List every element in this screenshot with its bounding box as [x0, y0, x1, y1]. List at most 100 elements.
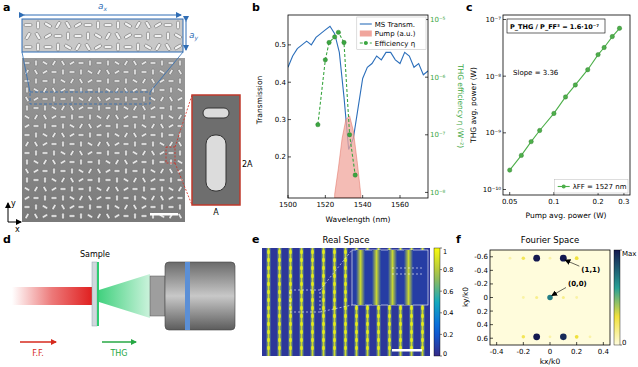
field-spot: [311, 258, 314, 262]
nanorod: [96, 152, 102, 154]
nanorod: [71, 186, 73, 192]
nanorod: [53, 96, 55, 102]
data-point: [547, 295, 552, 300]
data-point: [327, 40, 331, 44]
nanorod: [84, 24, 92, 27]
nanorod: [150, 150, 155, 156]
tick-label: 0: [443, 350, 447, 358]
nanorod: [124, 22, 132, 29]
tick-label: 10⁻⁸: [486, 73, 502, 81]
tick-label: 10⁻⁹: [486, 129, 502, 137]
nanorod: [57, 43, 60, 51]
data-point: [332, 35, 336, 39]
nanorod: [107, 204, 109, 210]
tick: [325, 195, 326, 198]
nanorod: [105, 114, 110, 120]
nanorod: [141, 161, 147, 163]
nanorod: [74, 22, 82, 29]
tick-label: 0.2: [443, 331, 453, 339]
nanorod: [24, 168, 29, 174]
field-stripe: [310, 248, 315, 356]
nanorod: [150, 62, 156, 64]
field-spot: [300, 290, 303, 294]
tick: [288, 119, 291, 120]
axis-title: Transmission: [255, 76, 264, 126]
data-point: [316, 122, 320, 126]
tick-label: 1520: [316, 201, 334, 209]
nanorod: [123, 114, 129, 119]
nanorod: [64, 44, 72, 51]
nanorod: [96, 96, 101, 102]
nanorod: [33, 159, 39, 164]
nanorod: [51, 143, 57, 145]
field-spot: [399, 306, 402, 310]
nanorod: [42, 152, 48, 154]
zoom-inset: [192, 95, 240, 205]
tick: [288, 82, 291, 83]
nanorod: [24, 62, 30, 64]
data-point: [602, 45, 606, 49]
field-spot: [388, 306, 391, 310]
data-point: [537, 128, 541, 132]
data-point: [522, 296, 525, 299]
nanorod: [75, 43, 82, 51]
field-spot: [366, 322, 369, 326]
field-spot: [278, 346, 281, 350]
nanorod: [69, 123, 75, 128]
nanorod: [44, 123, 46, 129]
field-spot: [267, 338, 270, 342]
nanorod: [105, 96, 111, 101]
nanorod: [132, 105, 137, 111]
nanorod: [114, 186, 119, 192]
nanorod: [51, 215, 57, 217]
field-spot: [278, 314, 281, 318]
field-spot: [333, 306, 336, 310]
nanorod: [78, 150, 83, 156]
axis-arrow: [8, 222, 21, 223]
data-point: [575, 256, 579, 260]
nanorod: [60, 170, 66, 172]
field-spot: [377, 306, 380, 310]
tick-label: 0.3: [618, 198, 629, 206]
nanorod: [26, 87, 28, 93]
field-spot: [311, 346, 314, 350]
nanorod: [53, 78, 55, 84]
field-spot: [278, 298, 281, 302]
nanorod: [42, 186, 47, 192]
series-line: [510, 28, 620, 170]
nanorod: [177, 69, 182, 75]
nanorod: [134, 141, 136, 147]
field-stripe: [388, 250, 397, 305]
nanorod: [123, 125, 129, 127]
nanorod: [170, 159, 172, 165]
legend-swatch: [360, 23, 372, 24]
field-spot: [322, 346, 325, 350]
nanorod: [60, 177, 65, 183]
nanorod: [96, 62, 102, 64]
field-spot: [344, 298, 347, 302]
tick: [509, 192, 510, 195]
nanorod: [177, 197, 183, 199]
field-spot: [333, 338, 336, 342]
nanorod: [51, 132, 56, 138]
nanorod: [94, 44, 102, 51]
nanorod: [177, 141, 182, 147]
nanorod: [62, 213, 64, 219]
nanorod: [105, 141, 110, 147]
nanorod: [132, 177, 137, 183]
nanorod: [33, 114, 38, 120]
scale-bar: [392, 349, 422, 352]
nanorod: [33, 69, 38, 75]
tick: [490, 324, 493, 325]
nanorod: [80, 141, 82, 147]
field-spot: [267, 266, 270, 270]
nanorod: [150, 188, 156, 190]
axis-title: THG avg. power (W): [469, 67, 478, 144]
nanorod: [150, 177, 156, 182]
field-spot: [267, 346, 270, 350]
field-spot: [322, 274, 325, 278]
field-spot: [267, 306, 270, 310]
nanorod: [89, 204, 91, 210]
legend-label: Efficiency η: [375, 40, 415, 48]
chart-title: Fourier Space: [521, 235, 579, 245]
